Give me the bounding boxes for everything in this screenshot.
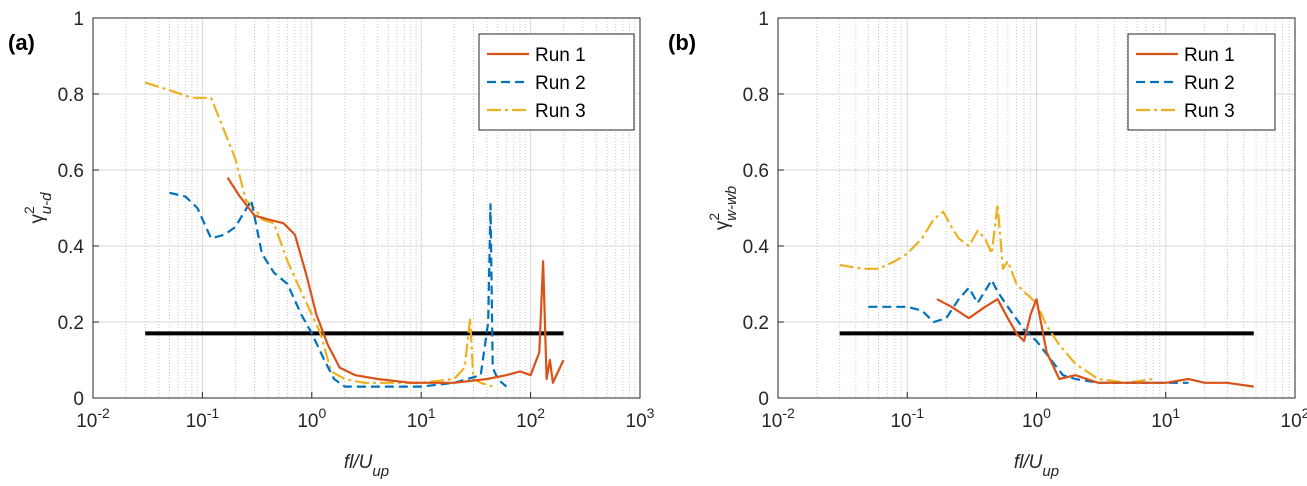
x-tick-exponent: 2 — [1302, 405, 1307, 421]
y-axis-label-main: γ — [27, 213, 48, 223]
x-tick-label: 101 — [407, 405, 436, 432]
x-tick-base: 10 — [1281, 411, 1302, 432]
y-tick-label: 0.2 — [58, 313, 84, 334]
y-tick-label: 0.4 — [58, 237, 85, 258]
x-tick-exponent: -2 — [782, 405, 795, 421]
y-tick-label: 1 — [758, 9, 769, 30]
legend-entry-run-2: Run 2 — [535, 73, 586, 94]
x-tick-exponent: 1 — [1172, 405, 1180, 421]
x-tick-base: 10 — [626, 411, 647, 432]
x-tick-label: 10-2 — [76, 405, 110, 432]
y-tick-label: 0 — [73, 389, 84, 410]
x-axis-label-sub: up — [372, 463, 389, 480]
x-tick-label: 100 — [297, 405, 326, 432]
x-tick-exponent: -1 — [207, 405, 220, 421]
x-axis-label-sub: up — [1042, 463, 1059, 480]
x-tick-label: 10-1 — [890, 405, 924, 432]
y-axis-label-sub: u-d — [38, 192, 55, 214]
axes-box — [92, 17, 641, 399]
x-tick-label: 10-2 — [761, 405, 795, 432]
x-tick-base: 10 — [186, 411, 207, 432]
panel-label: (b) — [668, 30, 696, 55]
legend-entry-run-1: Run 1 — [535, 45, 586, 66]
y-axis-label-sub: w-wb — [723, 186, 740, 221]
y-tick-label: 0 — [758, 389, 769, 410]
x-tick-exponent: 3 — [647, 405, 655, 421]
x-tick-label: 10-1 — [186, 405, 220, 432]
panel-label: (a) — [8, 30, 35, 55]
x-tick-base: 10 — [1022, 411, 1043, 432]
legend-entry-run-2: Run 2 — [1184, 73, 1235, 94]
y-tick-label: 1 — [73, 9, 84, 30]
x-tick-base: 10 — [890, 411, 911, 432]
y-tick-label: 0.8 — [743, 85, 769, 106]
legend: Run 1 Run 2 Run 3 — [1127, 33, 1276, 131]
legend: Run 1 Run 2 Run 3 — [478, 33, 635, 131]
series-line-run-3 — [144, 81, 494, 388]
y-tick-label: 0.6 — [58, 161, 84, 182]
x-tick-exponent: 0 — [318, 405, 326, 421]
x-tick-label: 101 — [1151, 405, 1180, 432]
y-tick-label: 0.8 — [58, 85, 84, 106]
legend-entry-run-3: Run 3 — [1184, 101, 1235, 122]
legend-entry-run-1: Run 1 — [1184, 45, 1235, 66]
y-axis-label-main: γ — [712, 220, 733, 230]
y-tick-label: 0.6 — [743, 161, 769, 182]
x-tick-label: 100 — [1022, 405, 1051, 432]
x-tick-label: 103 — [626, 405, 655, 432]
x-tick-label: 102 — [516, 405, 545, 432]
x-tick-base: 10 — [407, 411, 428, 432]
x-axis-label-main: fl/U — [1014, 452, 1043, 473]
x-tick-base: 10 — [297, 411, 318, 432]
x-tick-exponent: 1 — [428, 405, 436, 421]
y-tick-label: 0.4 — [743, 237, 770, 258]
x-tick-base: 10 — [76, 411, 97, 432]
x-tick-base: 10 — [516, 411, 537, 432]
series-line-run-3 — [839, 203, 1154, 384]
y-axis-label: γ2w-wb — [706, 186, 740, 230]
x-axis-label-main: fl/U — [344, 452, 373, 473]
series-line-run-1 — [936, 298, 1254, 388]
chart-panel-a: 10-2 10-1 100 101 102 10300.20.40.60.81fl/Uup… — [8, 9, 655, 480]
x-tick-exponent: 0 — [1043, 405, 1051, 421]
series-line-run-1 — [226, 177, 565, 384]
chart-panel-b: 10-2 10-1 100 101 10200.20.40.60.81fl/Uupγ2w… — [668, 9, 1307, 480]
y-axis-label-sup: 2 — [21, 206, 37, 214]
series-line-run-2 — [868, 279, 1189, 384]
x-tick-base: 10 — [761, 411, 782, 432]
legend-entry-run-3: Run 3 — [535, 101, 586, 122]
x-tick-exponent: -2 — [97, 405, 110, 421]
y-tick-label: 0.2 — [743, 313, 769, 334]
y-axis-label-sup: 2 — [706, 213, 722, 221]
x-axis-label: fl/Uup — [1014, 452, 1059, 480]
x-tick-exponent: -1 — [912, 405, 925, 421]
x-tick-base: 10 — [1151, 411, 1172, 432]
x-tick-label: 102 — [1281, 405, 1307, 432]
x-tick-exponent: 2 — [537, 405, 545, 421]
x-axis-label: fl/Uup — [344, 452, 389, 480]
y-axis-label: γ2u-d — [21, 192, 55, 224]
